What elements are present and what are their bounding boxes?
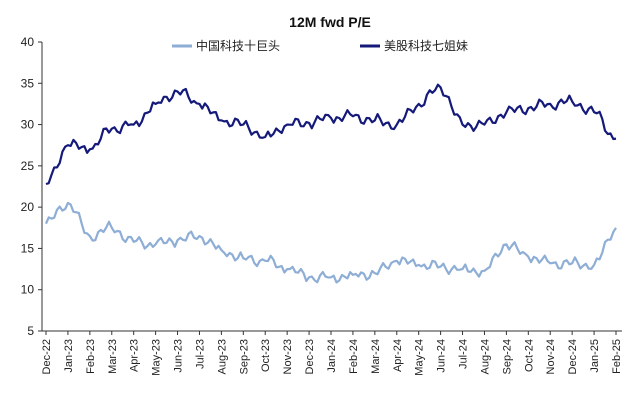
x-tick-label: Oct-23 <box>260 339 272 372</box>
x-tick-label: Jul-24 <box>458 339 470 369</box>
legend-label-us-mag7: 美股科技七姐妹 <box>384 39 468 53</box>
legend-label-china-tech: 中国科技十巨头 <box>196 38 280 53</box>
x-tick-label: Dec-23 <box>304 339 316 374</box>
y-tick-label: 40 <box>21 35 35 49</box>
x-axis: Dec-22 Jan-23 Feb-23 Mar-23 Apr-23 May-23 Jun-… <box>41 330 623 376</box>
x-tick-label: Mar-23 <box>107 339 119 374</box>
y-tick-label: 20 <box>21 200 35 214</box>
series-line-us-mag7 <box>45 83 617 186</box>
x-tick-label: Jan-24 <box>326 339 338 373</box>
series-layer <box>44 83 617 284</box>
x-tick-label: Jun-23 <box>173 339 185 373</box>
legend: 中国科技十巨头 美股科技七姐妹 <box>172 38 468 53</box>
y-tick-label: 10 <box>21 283 35 297</box>
x-tick-label: Jun-24 <box>436 339 448 373</box>
y-tick-label: 15 <box>21 241 35 255</box>
x-tick-label: Mar-24 <box>370 339 382 374</box>
x-tick-label: Aug-23 <box>216 339 228 374</box>
x-tick-label: Dec-22 <box>41 339 53 374</box>
chart-title: 12M fwd P/E <box>289 14 371 30</box>
x-tick-label: Oct-24 <box>523 339 535 372</box>
y-tick-label: 35 <box>21 76 35 90</box>
x-tick-label: Sep-24 <box>501 339 513 374</box>
x-tick-label: Jul-23 <box>194 339 206 369</box>
x-tick-label: May-24 <box>414 339 426 376</box>
series-line-china-tech <box>44 201 617 284</box>
x-tick-label: Jan-25 <box>589 339 601 373</box>
x-tick-label: Dec-24 <box>567 339 579 374</box>
x-tick-label: Feb-23 <box>85 339 97 374</box>
x-tick-label: Apr-23 <box>129 339 141 372</box>
x-tick-label: Nov-23 <box>282 339 294 374</box>
y-axis: 5 10 15 20 25 30 35 40 <box>21 35 43 338</box>
x-tick-label: Jan-23 <box>63 339 75 373</box>
x-tick-label: Aug-24 <box>479 339 491 374</box>
x-tick-label: Feb-24 <box>348 339 360 374</box>
x-tick-label: Apr-24 <box>392 339 404 372</box>
y-tick-label: 30 <box>21 118 35 132</box>
x-tick-label: May-23 <box>151 339 163 376</box>
y-tick-label: 5 <box>27 324 34 338</box>
x-tick-label: Feb-25 <box>611 339 623 374</box>
x-tick-label: Sep-23 <box>238 339 250 374</box>
y-tick-label: 25 <box>21 159 35 173</box>
x-tick-label: Nov-24 <box>545 339 557 374</box>
